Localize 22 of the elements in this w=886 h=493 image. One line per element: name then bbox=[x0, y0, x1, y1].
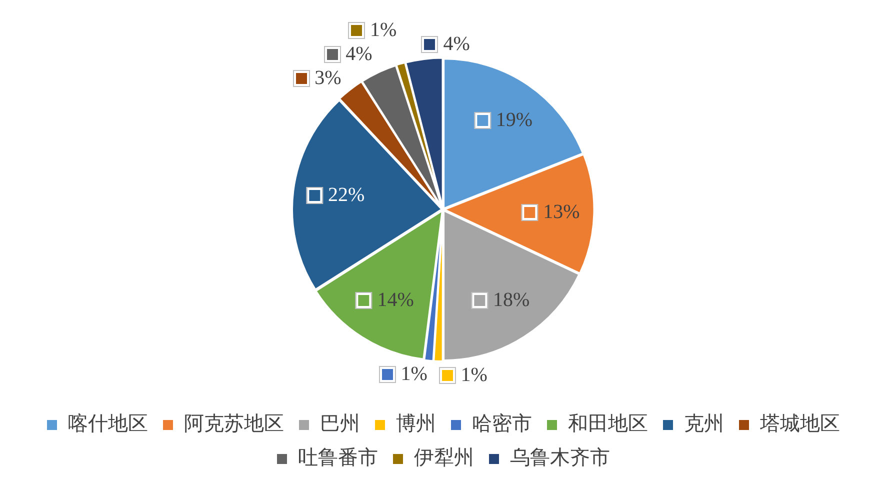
data-label: 22% bbox=[328, 184, 365, 208]
legend-label: 哈密市 bbox=[472, 411, 532, 436]
data-label: 14% bbox=[377, 289, 414, 312]
legend-label: 克州 bbox=[684, 411, 724, 436]
legend-label: 喀什地区 bbox=[68, 411, 148, 436]
data-label: 13% bbox=[543, 201, 580, 224]
data-label: 1% bbox=[400, 363, 428, 386]
legend-label: 吐鲁番市 bbox=[298, 445, 378, 470]
data-label: 18% bbox=[493, 289, 530, 312]
legend-label: 阿克苏地区 bbox=[184, 411, 284, 436]
legend-label: 巴州 bbox=[320, 411, 360, 436]
data-label: 4% bbox=[346, 42, 372, 66]
data-label: 4% bbox=[443, 33, 470, 56]
data-label: 1% bbox=[370, 18, 397, 42]
data-label: 1% bbox=[460, 364, 488, 387]
data-label: 19% bbox=[496, 108, 533, 132]
data-label: 3% bbox=[314, 66, 342, 90]
legend-label: 和田地区 bbox=[568, 411, 648, 436]
legend-label: 乌鲁木齐市 bbox=[510, 445, 610, 470]
legend-label: 塔城地区 bbox=[759, 411, 840, 436]
legend-label: 伊犁州 bbox=[414, 445, 474, 470]
legend-label: 博州 bbox=[396, 411, 436, 436]
